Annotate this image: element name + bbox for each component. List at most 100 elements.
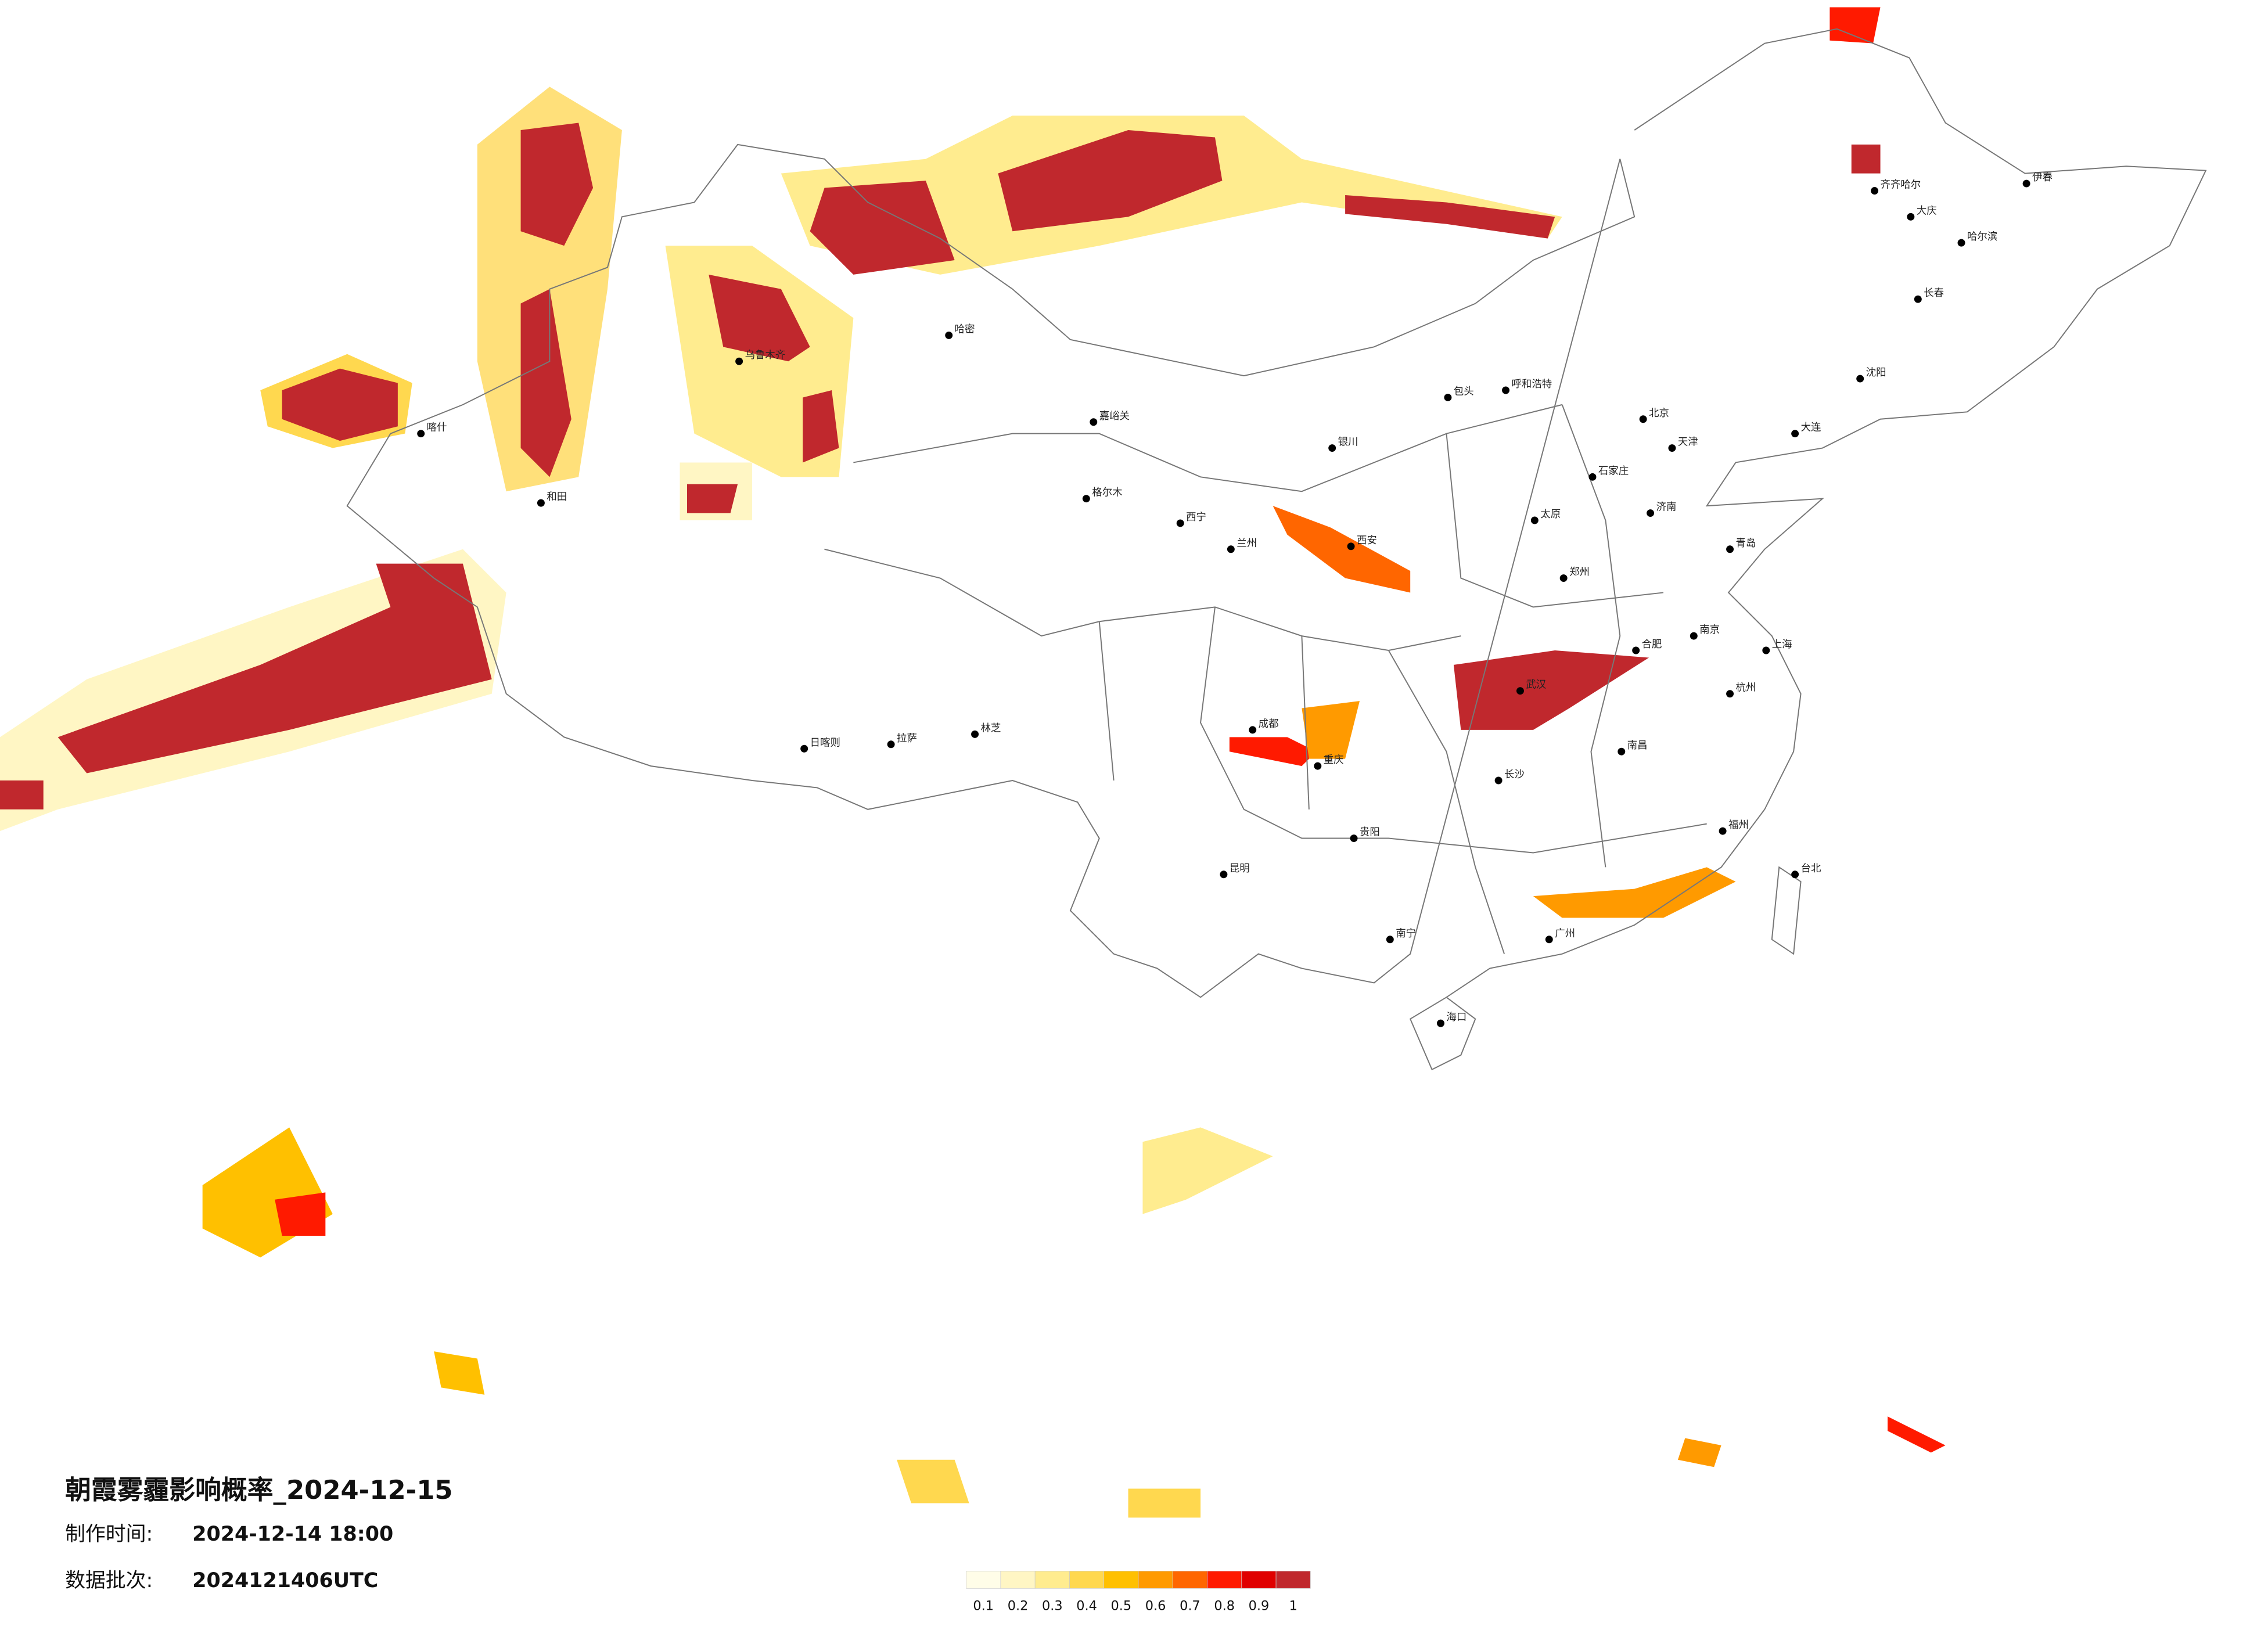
city-label: 上海 (1772, 639, 1792, 650)
city-dot (1726, 545, 1734, 553)
city-dot (1347, 542, 1355, 551)
city-label: 伊春 (2032, 172, 2053, 184)
city-dot (1314, 762, 1322, 770)
city-label: 海口 (1446, 1012, 1467, 1023)
city-dot (1632, 646, 1640, 654)
batch-label: 数据批次: (65, 1569, 153, 1592)
city-dot (1791, 870, 1799, 879)
city-label: 济南 (1656, 502, 1677, 513)
city-label: 成都 (1259, 718, 1279, 730)
city-label: 太原 (1540, 509, 1561, 520)
legend-swatch (966, 1571, 1001, 1589)
city-label: 长春 (1924, 287, 1944, 299)
city-dot (1502, 386, 1510, 394)
city-label: 林芝 (981, 722, 1001, 734)
city-dot (1639, 415, 1647, 423)
city-dot (1090, 418, 1098, 426)
city-label: 北京 (1649, 408, 1669, 419)
city-dot (945, 331, 953, 339)
legend-tick-label: 1 (1289, 1599, 1297, 1614)
city-dot (1386, 936, 1394, 944)
legend: 0.1 0.2 0.3 0.4 0.5 0.6 0.7 0.8 0.9 1 (966, 1571, 1311, 1614)
city-label: 石家庄 (1598, 465, 1629, 477)
legend-swatch (1000, 1571, 1036, 1589)
legend-tick-label: 0.3 (1042, 1599, 1063, 1614)
city-dot (1494, 776, 1503, 785)
legend-swatch (1207, 1571, 1242, 1589)
city-dot (1726, 690, 1734, 698)
city-label: 格尔木 (1092, 487, 1122, 499)
city-dot (1545, 936, 1553, 944)
city-dot (1588, 473, 1597, 481)
legend-swatch (1069, 1571, 1105, 1589)
city-dot (1516, 687, 1524, 695)
legend-swatch (1275, 1571, 1311, 1589)
city-label: 齐齐哈尔 (1881, 179, 1921, 191)
city-label: 银川 (1338, 437, 1358, 448)
city-label: 大连 (1801, 422, 1821, 434)
city-dot (1618, 747, 1626, 756)
city-label: 和田 (547, 491, 567, 503)
city-dot (1690, 632, 1698, 640)
city-label: 包头 (1454, 386, 1474, 397)
city-dot (1871, 187, 1879, 195)
city-label: 武汉 (1526, 679, 1546, 691)
city-dot (1436, 1019, 1444, 1027)
city-dot (1176, 519, 1184, 527)
city-dot (2022, 179, 2030, 188)
city-label: 呼和浩特 (1512, 379, 1552, 390)
city-dot (1647, 509, 1655, 517)
city-label: 广州 (1555, 928, 1575, 940)
city-label: 昆明 (1230, 863, 1250, 875)
city-dot (1762, 646, 1770, 654)
city-dot (1559, 574, 1568, 582)
city-label: 西宁 (1186, 512, 1206, 523)
city-label: 南宁 (1396, 928, 1416, 940)
legend-swatch (1172, 1571, 1207, 1589)
city-label: 兰州 (1237, 538, 1257, 549)
city-dot (1328, 444, 1336, 452)
city-label: 福州 (1728, 819, 1749, 831)
city-dot (1444, 393, 1452, 401)
city-dot (1907, 213, 1915, 221)
legend-swatch (1034, 1571, 1070, 1589)
city-dot (1082, 495, 1090, 503)
city-label: 乌鲁木齐 (745, 350, 786, 361)
made-time-label: 制作时间: (65, 1523, 153, 1546)
city-label: 日喀则 (810, 737, 840, 749)
city-label: 重庆 (1324, 754, 1344, 766)
city-label: 台北 (1801, 863, 1821, 875)
city-label: 合肥 (1642, 639, 1662, 650)
city-label: 长沙 (1504, 769, 1525, 780)
legend-swatch (1138, 1571, 1173, 1589)
city-dot (1350, 834, 1358, 843)
probability-field (0, 7, 1946, 1518)
legend-tick-label: 0.1 (973, 1599, 994, 1614)
city-dot (1220, 870, 1228, 879)
city-dot (1791, 430, 1799, 438)
city-label: 哈密 (955, 323, 975, 335)
city-dot (537, 499, 545, 507)
city-dot (1227, 545, 1235, 553)
city-label: 青岛 (1736, 538, 1756, 549)
city-label: 拉萨 (897, 733, 917, 744)
legend-tick-label: 0.9 (1249, 1599, 1270, 1614)
city-dot (1249, 726, 1257, 734)
city-label: 沈阳 (1866, 367, 1886, 379)
legend-tick-label: 0.5 (1111, 1599, 1132, 1614)
city-label: 南昌 (1627, 740, 1648, 751)
made-time-value: 2024-12-14 18:00 (192, 1523, 393, 1546)
city-dot (1668, 444, 1676, 452)
city-dot (417, 430, 425, 438)
legend-tick-label: 0.8 (1214, 1599, 1235, 1614)
city-dot (971, 730, 979, 738)
legend-tick-label: 0.6 (1145, 1599, 1166, 1614)
city-dot (800, 744, 808, 753)
city-dot (887, 740, 895, 749)
city-label: 哈尔滨 (1967, 231, 1997, 243)
city-label: 西安 (1357, 535, 1377, 546)
